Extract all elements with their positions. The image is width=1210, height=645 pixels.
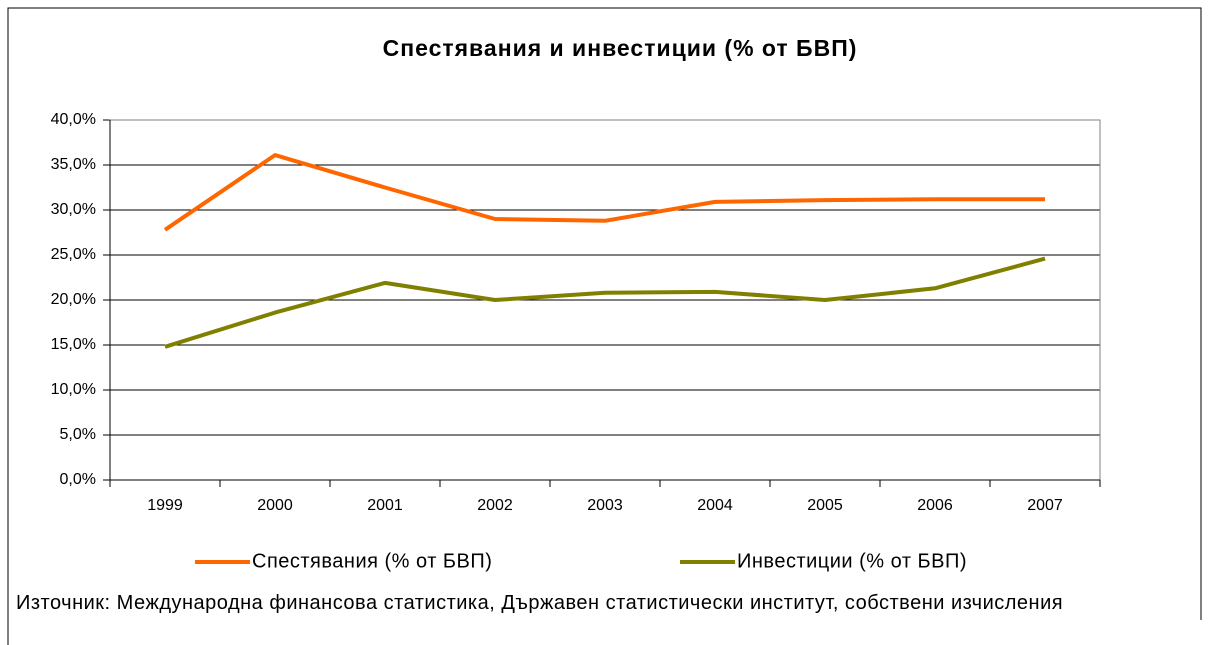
legend-label: Инвестиции (% от БВП) — [737, 550, 967, 572]
y-tick-label: 5,0% — [60, 426, 96, 443]
x-tick-label: 2005 — [807, 497, 843, 514]
y-tick-label: 35,0% — [51, 156, 96, 173]
source-note: Източник: Международна финансова статист… — [16, 592, 1064, 614]
x-tick-label: 2007 — [1027, 497, 1063, 514]
legend-label: Спестявания (% от БВП) — [252, 550, 492, 572]
y-tick-label: 20,0% — [51, 291, 96, 308]
series-line — [164, 256, 1046, 349]
x-tick-label: 2004 — [697, 497, 733, 514]
y-tick-label: 0,0% — [60, 471, 96, 488]
x-tick-label: 2003 — [587, 497, 623, 514]
y-tick-label: 15,0% — [51, 336, 96, 353]
x-tick-label: 2001 — [367, 497, 403, 514]
x-tick-label: 2002 — [477, 497, 513, 514]
y-tick-label: 10,0% — [51, 381, 96, 398]
chart-title: Спестявания и инвестиции (% от БВП) — [383, 35, 858, 61]
y-tick-label: 30,0% — [51, 201, 96, 218]
frame — [7, 7, 1202, 645]
series-line — [163, 153, 1045, 232]
x-tick-label: 2006 — [917, 497, 953, 514]
y-tick-label: 40,0% — [51, 111, 96, 128]
y-tick-label: 25,0% — [51, 246, 96, 263]
x-tick-label: 1999 — [147, 497, 183, 514]
x-tick-label: 2000 — [257, 497, 293, 514]
